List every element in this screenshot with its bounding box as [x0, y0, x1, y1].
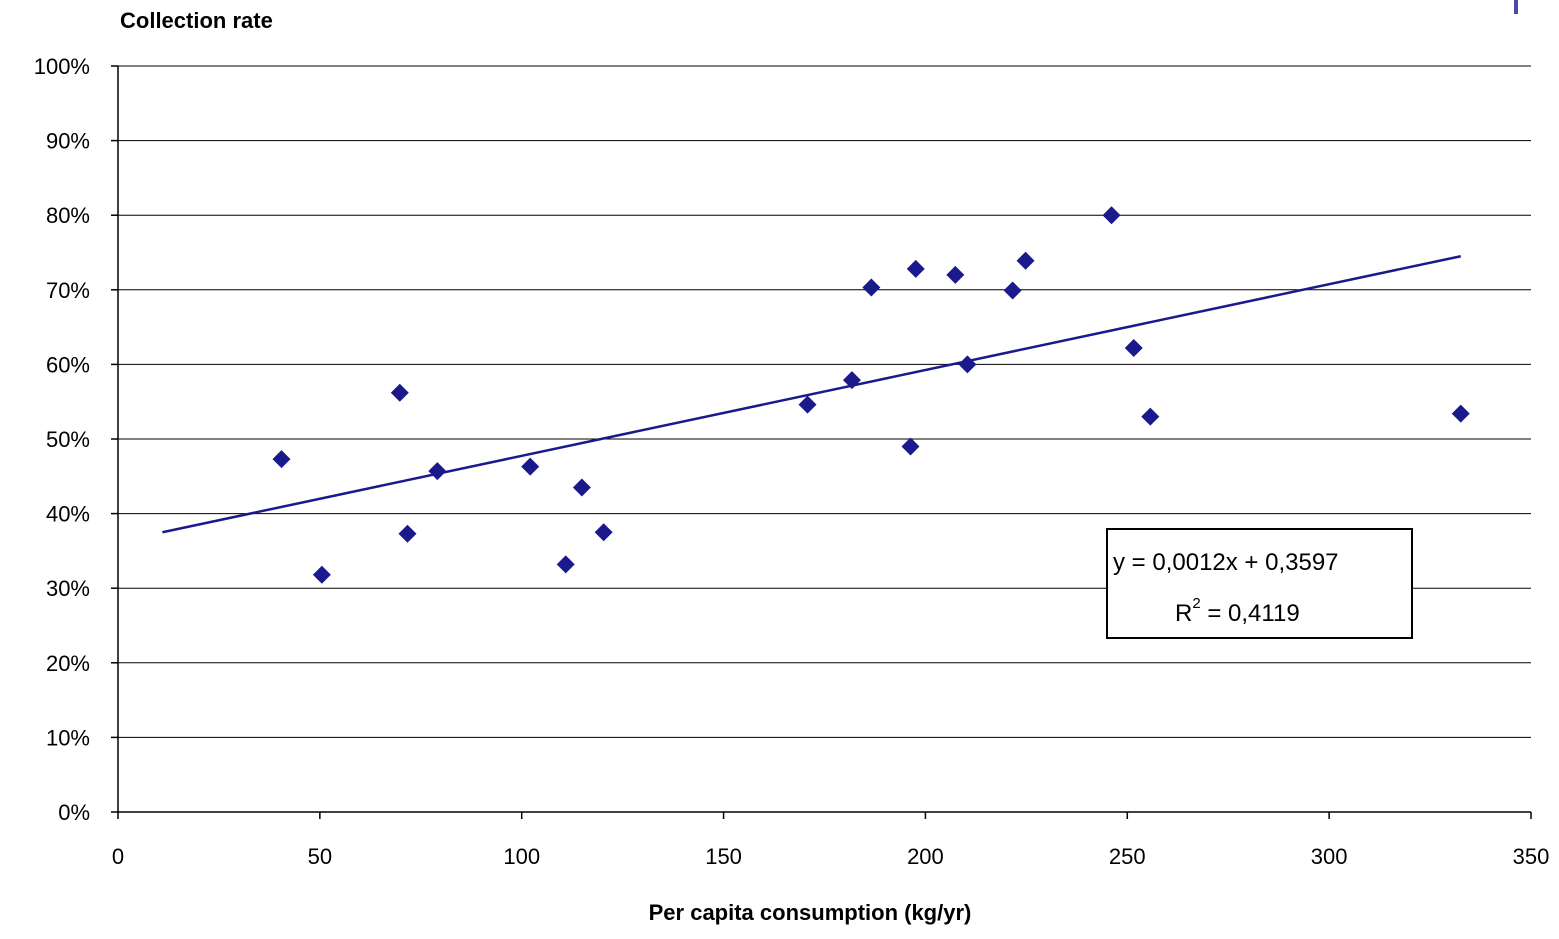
x-tick-label-4: 200: [907, 844, 944, 869]
data-point-2: [390, 383, 409, 402]
y-tick-label-0: 0%: [58, 800, 90, 825]
data-point-12: [901, 437, 920, 456]
y-tick-label-9: 90%: [46, 129, 90, 154]
y-tick-label-8: 80%: [46, 203, 90, 228]
regression-equation: y = 0,0012x + 0,3597: [1113, 549, 1339, 576]
gridlines: [118, 65, 1531, 738]
data-point-7: [572, 478, 591, 497]
y-tick-label-1: 10%: [46, 725, 90, 750]
r-symbol: R: [1175, 600, 1192, 627]
y-tick-label-10: 100%: [34, 54, 90, 79]
x-tick-label-2: 100: [503, 844, 540, 869]
y-tick-label-7: 70%: [46, 278, 90, 303]
y-tick-label-3: 30%: [46, 576, 90, 601]
data-points: [272, 206, 1470, 584]
data-point-3: [398, 524, 417, 543]
x-axis-title: Per capita consumption (kg/yr): [649, 900, 972, 925]
axes: [111, 65, 1532, 819]
data-point-5: [521, 457, 540, 476]
data-point-13: [906, 259, 925, 278]
y-tick-label-2: 20%: [46, 651, 90, 676]
trendline: [162, 255, 1462, 534]
r-superscript: 2: [1192, 595, 1200, 612]
x-tick-label-0: 0: [112, 844, 124, 869]
tick-labels: 0% 10% 20% 30% 40% 50% 60% 70% 80% 90% 100% 0 50 100 1…: [34, 54, 1550, 869]
data-point-6: [556, 555, 575, 574]
y-axis-title: Collection rate: [120, 8, 273, 33]
x-tick-label-3: 150: [705, 844, 742, 869]
y-tick-label-4: 40%: [46, 502, 90, 527]
data-point-8: [594, 523, 613, 542]
corner-decoration: [1514, 0, 1518, 14]
r-squared-label: R2 = 0,4119: [1175, 595, 1300, 627]
regression-equation-box: y = 0,0012x + 0,3597 R2 = 0,4119: [1106, 528, 1413, 639]
data-point-18: [1102, 206, 1121, 225]
data-point-15: [958, 355, 977, 374]
r-squared-value: = 0,4119: [1201, 600, 1300, 627]
x-tick-label-5: 250: [1109, 844, 1146, 869]
trendline-layer: [162, 255, 1462, 534]
data-point-21: [1451, 404, 1470, 423]
data-point-0: [272, 450, 291, 469]
data-point-17: [1016, 251, 1035, 270]
x-tick-label-6: 300: [1311, 844, 1348, 869]
data-point-14: [946, 265, 965, 284]
data-point-16: [1003, 281, 1022, 300]
data-point-10: [842, 371, 861, 390]
y-tick-label-6: 60%: [46, 352, 90, 377]
data-point-1: [312, 565, 331, 584]
x-tick-label-7: 350: [1513, 844, 1550, 869]
x-tick-label-1: 50: [308, 844, 332, 869]
data-point-11: [862, 278, 881, 297]
data-point-20: [1141, 407, 1160, 426]
data-point-19: [1124, 338, 1143, 357]
data-point-4: [428, 462, 447, 481]
data-point-9: [798, 395, 817, 414]
y-tick-label-5: 50%: [46, 427, 90, 452]
